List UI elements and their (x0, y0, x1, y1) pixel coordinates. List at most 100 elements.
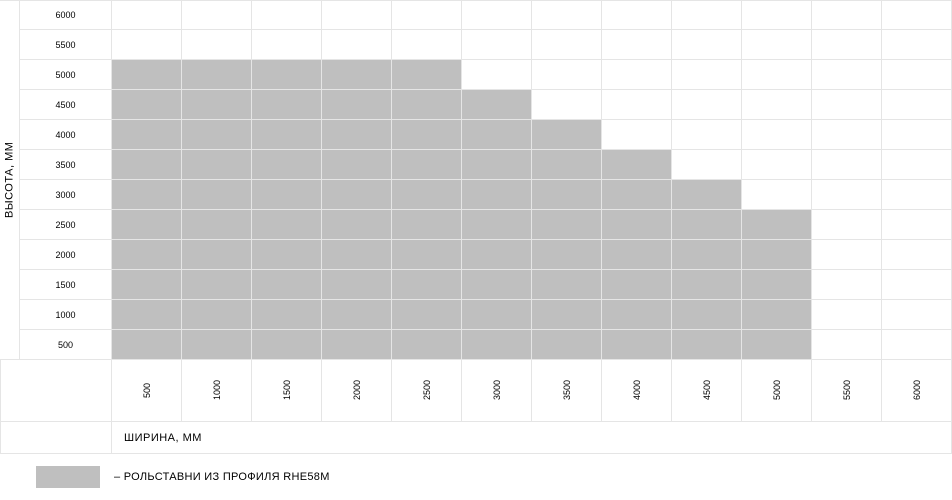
grid-row (112, 30, 952, 60)
grid-cell (182, 90, 252, 120)
grid-cell (602, 60, 672, 90)
grid-cell (882, 0, 952, 30)
grid-cell (882, 300, 952, 330)
grid-cell (672, 0, 742, 30)
grid-cell (322, 300, 392, 330)
x-tick: 2000 (322, 360, 392, 422)
grid-cell (252, 150, 322, 180)
grid-cell (392, 90, 462, 120)
grid-cell (462, 90, 532, 120)
grid-row (112, 0, 952, 30)
grid-cell (462, 180, 532, 210)
grid-cell (392, 0, 462, 30)
grid-cell (112, 330, 182, 360)
grid-cell (252, 270, 322, 300)
grid-cell (252, 120, 322, 150)
grid-cell (392, 180, 462, 210)
grid-cell (742, 240, 812, 270)
grid-row (112, 60, 952, 90)
grid-cell (532, 330, 602, 360)
grid-cell (112, 0, 182, 30)
grid-cell (392, 330, 462, 360)
x-tick: 4500 (672, 360, 742, 422)
x-tick: 3000 (462, 360, 532, 422)
x-tick: 3500 (532, 360, 602, 422)
y-axis-ticks: 6000550050004500400035003000250020001500… (20, 0, 112, 360)
grid-cell (742, 120, 812, 150)
grid-cell (742, 0, 812, 30)
grid-cell (672, 60, 742, 90)
grid-row (112, 120, 952, 150)
grid-cell (392, 240, 462, 270)
grid-cell (112, 90, 182, 120)
grid-cell (742, 30, 812, 60)
grid-row (112, 210, 952, 240)
grid-cell (322, 30, 392, 60)
grid-cell (392, 30, 462, 60)
grid-cell (672, 240, 742, 270)
grid-cell (672, 270, 742, 300)
grid-cell (812, 240, 882, 270)
grid-cell (532, 60, 602, 90)
grid-cell (602, 240, 672, 270)
grid-cell (252, 0, 322, 30)
grid-cell (882, 180, 952, 210)
legend: – РОЛЬСТАВНИ ИЗ ПРОФИЛЯ RHE58M (0, 454, 952, 500)
grid-cell (182, 120, 252, 150)
grid-cell (322, 270, 392, 300)
grid-cell (882, 90, 952, 120)
grid-cell (672, 180, 742, 210)
grid-cell (672, 330, 742, 360)
x-tick-label: 2500 (422, 380, 432, 400)
grid-cell (252, 90, 322, 120)
x-axis-ticks: 5001000150020002500300035004000450050005… (112, 360, 952, 422)
grid-cell (462, 330, 532, 360)
grid-cell (672, 120, 742, 150)
grid-cell (252, 240, 322, 270)
grid-cell (462, 60, 532, 90)
grid-cell (322, 150, 392, 180)
grid-cell (182, 180, 252, 210)
grid-cell (392, 300, 462, 330)
x-tick-label: 3500 (562, 380, 572, 400)
grid-cell (112, 240, 182, 270)
grid-cell (532, 240, 602, 270)
grid-cell (602, 180, 672, 210)
grid-cell (112, 150, 182, 180)
grid-cell (322, 210, 392, 240)
grid-cell (462, 30, 532, 60)
grid-cell (602, 120, 672, 150)
grid-cell (392, 120, 462, 150)
grid-cell (742, 150, 812, 180)
legend-text: – РОЛЬСТАВНИ ИЗ ПРОФИЛЯ RHE58M (114, 471, 330, 483)
grid-cell (812, 150, 882, 180)
grid-cell (462, 300, 532, 330)
legend-swatch (36, 466, 100, 488)
grid-cell (672, 300, 742, 330)
grid-cell (462, 0, 532, 30)
grid-cell (602, 210, 672, 240)
grid-cell (742, 330, 812, 360)
x-tick-label: 5500 (842, 380, 852, 400)
grid-cell (322, 240, 392, 270)
grid-cell (252, 330, 322, 360)
grid-cell (182, 60, 252, 90)
grid-cell (182, 0, 252, 30)
grid-cell (532, 0, 602, 30)
grid-cell (812, 330, 882, 360)
x-axis-label-spacer (0, 422, 112, 454)
grid-cell (112, 300, 182, 330)
x-tick-label: 5000 (772, 380, 782, 400)
grid-cell (252, 30, 322, 60)
grid-cell (252, 60, 322, 90)
grid-cell (882, 30, 952, 60)
x-tick: 6000 (882, 360, 952, 422)
x-tick-label: 4000 (632, 380, 642, 400)
grid-cell (322, 180, 392, 210)
grid-cell (742, 300, 812, 330)
grid-cell (882, 210, 952, 240)
grid-cell (252, 300, 322, 330)
grid-cell (112, 180, 182, 210)
y-tick: 6000 (20, 0, 112, 30)
grid-cell (112, 210, 182, 240)
